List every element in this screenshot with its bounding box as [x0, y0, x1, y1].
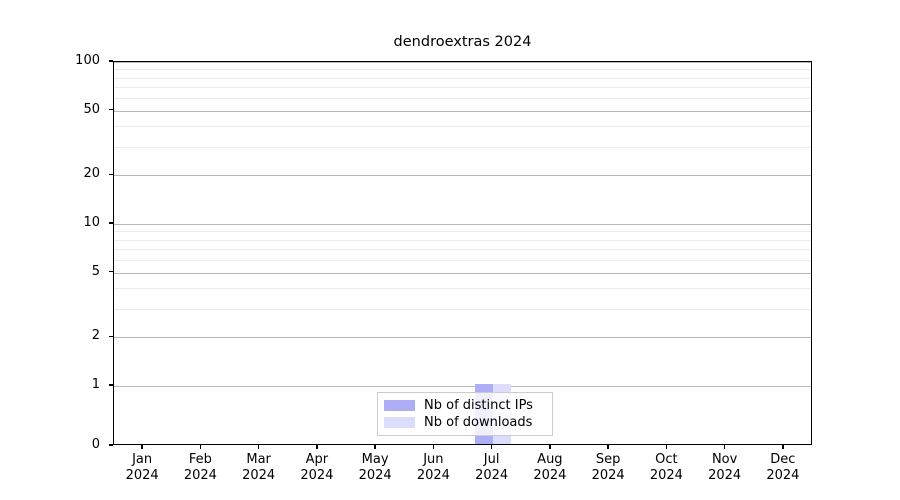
x-tick-label-year: 2024	[125, 468, 159, 483]
y-tick-mark	[109, 271, 113, 273]
x-tick-mark	[782, 445, 784, 449]
x-tick-label-year: 2024	[242, 468, 276, 483]
gridline-minor	[114, 249, 811, 251]
x-tick-label-year: 2024	[649, 468, 683, 483]
gridline-major	[114, 385, 811, 387]
gridline-minor	[114, 87, 811, 89]
x-tick-mark	[141, 445, 143, 449]
x-tick-label-month: Jan	[132, 452, 153, 467]
gridline-major	[114, 110, 811, 112]
legend-swatch-downloads	[384, 417, 415, 428]
x-tick-label-year: 2024	[533, 468, 567, 483]
x-tick-label: Apr 2024	[300, 452, 333, 484]
gridline-minor	[114, 308, 811, 310]
y-tick-mark	[109, 384, 113, 386]
x-tick-label-year: 2024	[300, 468, 334, 483]
gridline-minor	[114, 97, 811, 99]
x-tick-label-year: 2024	[708, 468, 742, 483]
x-tick-mark	[607, 445, 609, 449]
y-tick-label: 1	[91, 376, 100, 392]
x-tick-label-year: 2024	[416, 468, 450, 483]
x-tick-label-month: Mar	[246, 452, 271, 467]
x-tick-label-year: 2024	[591, 468, 625, 483]
gridline-minor	[114, 69, 811, 71]
x-tick-label-month: Dec	[770, 452, 796, 467]
y-tick-label: 50	[83, 101, 100, 117]
x-tick-label-year: 2024	[766, 468, 800, 483]
gridline-minor	[114, 288, 811, 290]
y-tick-mark	[109, 60, 113, 62]
x-tick-label: Aug 2024	[533, 452, 566, 484]
x-tick-mark	[723, 445, 726, 449]
chart-legend: Nb of distinct IPs Nb of downloads	[377, 392, 553, 436]
gridline-minor	[114, 231, 811, 233]
gridline-minor	[114, 259, 811, 261]
x-tick-label: Jul 2024	[475, 452, 508, 484]
legend-label-downloads: Nb of downloads	[424, 415, 533, 430]
x-tick-mark	[257, 445, 260, 449]
x-tick-label-month: May	[361, 452, 389, 467]
x-tick-label-year: 2024	[183, 468, 217, 483]
x-tick-label-month: Sep	[595, 452, 621, 467]
y-tick-label: 20	[83, 166, 100, 182]
x-tick-mark	[374, 445, 376, 449]
x-tick-mark	[199, 445, 202, 449]
y-tick-mark	[109, 222, 113, 224]
x-tick-label: Jan 2024	[126, 452, 159, 484]
gridline-minor	[114, 146, 811, 148]
legend-swatch-distinct-ips	[384, 400, 415, 411]
legend-label-distinct-ips: Nb of distinct IPs	[424, 398, 533, 413]
x-tick-label-month: Apr	[305, 452, 329, 467]
x-tick-mark	[432, 445, 435, 449]
gridline-major	[114, 223, 811, 225]
y-tick-mark	[109, 335, 113, 337]
x-tick-mark	[490, 445, 493, 449]
x-tick-mark	[665, 445, 668, 449]
gridline-major	[114, 175, 811, 177]
x-tick-label-year: 2024	[475, 468, 509, 483]
x-tick-label-month: Jun	[423, 452, 444, 467]
y-axis: 0 1 2 5 10 20 50 100	[0, 53, 113, 452]
x-tick-label: Oct 2024	[650, 452, 683, 484]
x-tick-label-month: Jul	[483, 452, 500, 467]
gridline-minor	[114, 126, 811, 128]
y-tick-mark	[109, 444, 113, 446]
gridline-major	[114, 272, 811, 274]
x-tick-label-month: Feb	[188, 452, 212, 467]
x-tick-label: Sep 2024	[592, 452, 625, 484]
x-tick-label-month: Nov	[711, 452, 738, 467]
y-tick-label: 0	[91, 437, 100, 452]
x-tick-label: Dec 2024	[766, 452, 799, 484]
gridline-minor	[114, 239, 811, 241]
legend-item: Nb of downloads	[384, 414, 546, 431]
chart-title: dendroextras 2024	[393, 34, 532, 50]
x-tick-label: Nov 2024	[708, 452, 741, 484]
gridline-major	[114, 337, 811, 339]
gridline-minor	[114, 77, 811, 79]
x-tick-mark	[549, 445, 551, 449]
x-tick-label: Feb 2024	[184, 452, 217, 484]
x-axis: Jan 2024 Feb 2024 Mar 2024 Apr 2024 May 2024 Jun 20…	[113, 445, 812, 500]
y-tick-label: 5	[91, 263, 100, 279]
legend-item: Nb of distinct IPs	[384, 397, 546, 414]
x-tick-label-year: 2024	[358, 468, 392, 483]
x-tick-label: Jun 2024	[417, 452, 450, 484]
plot-area	[113, 61, 812, 445]
y-tick-label: 2	[91, 328, 100, 344]
y-tick-mark	[109, 109, 113, 111]
x-tick-label: May 2024	[359, 452, 392, 484]
x-tick-label-month: Aug	[537, 452, 563, 467]
y-tick-label: 100	[75, 53, 100, 68]
gridline-major	[114, 62, 811, 63]
x-tick-mark	[316, 445, 318, 449]
y-tick-mark	[109, 173, 113, 175]
y-tick-label: 10	[83, 214, 100, 230]
x-tick-label-month: Oct	[655, 452, 678, 467]
x-tick-label: Mar 2024	[242, 452, 275, 484]
